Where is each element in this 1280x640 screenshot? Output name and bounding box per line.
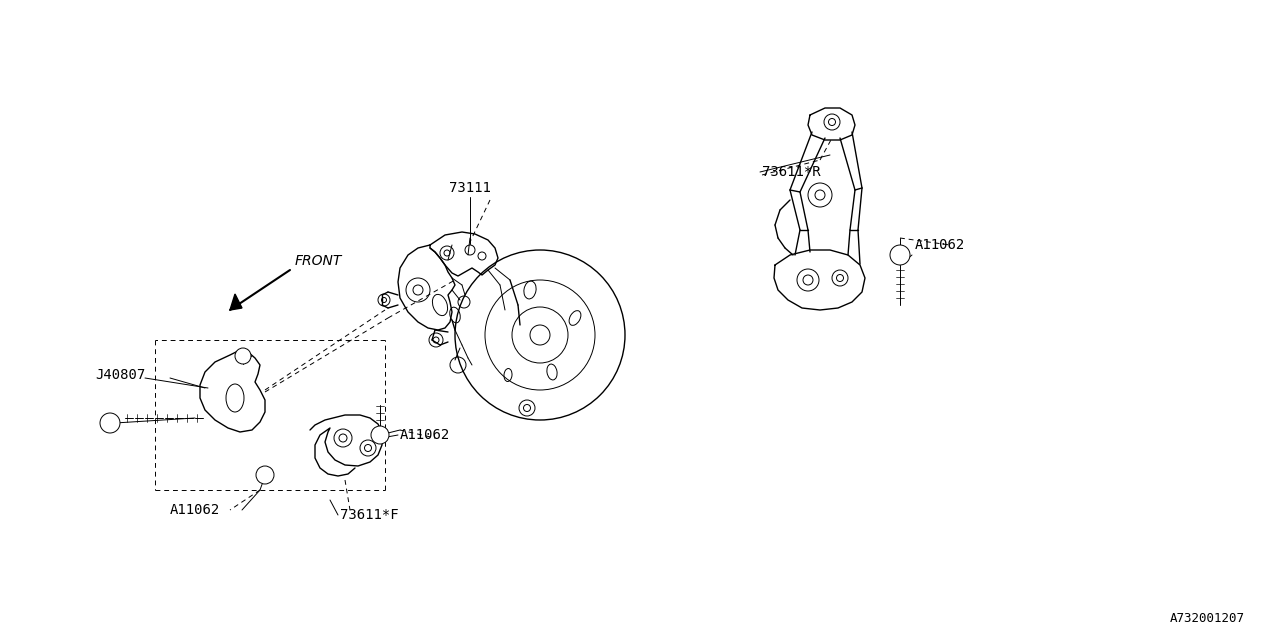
Text: A732001207: A732001207 [1170,612,1245,625]
Circle shape [890,245,910,265]
Circle shape [236,348,251,364]
Text: J40807: J40807 [95,368,145,382]
Polygon shape [230,294,242,310]
Text: 73611*F: 73611*F [340,508,398,522]
Text: A11062: A11062 [915,238,965,252]
Text: A11062: A11062 [170,503,220,517]
Text: 73111: 73111 [449,181,492,195]
Circle shape [100,413,120,433]
Text: FRONT: FRONT [294,254,342,268]
Circle shape [371,426,389,444]
Text: 73611*R: 73611*R [762,165,820,179]
Circle shape [256,466,274,484]
Text: A11062: A11062 [399,428,451,442]
